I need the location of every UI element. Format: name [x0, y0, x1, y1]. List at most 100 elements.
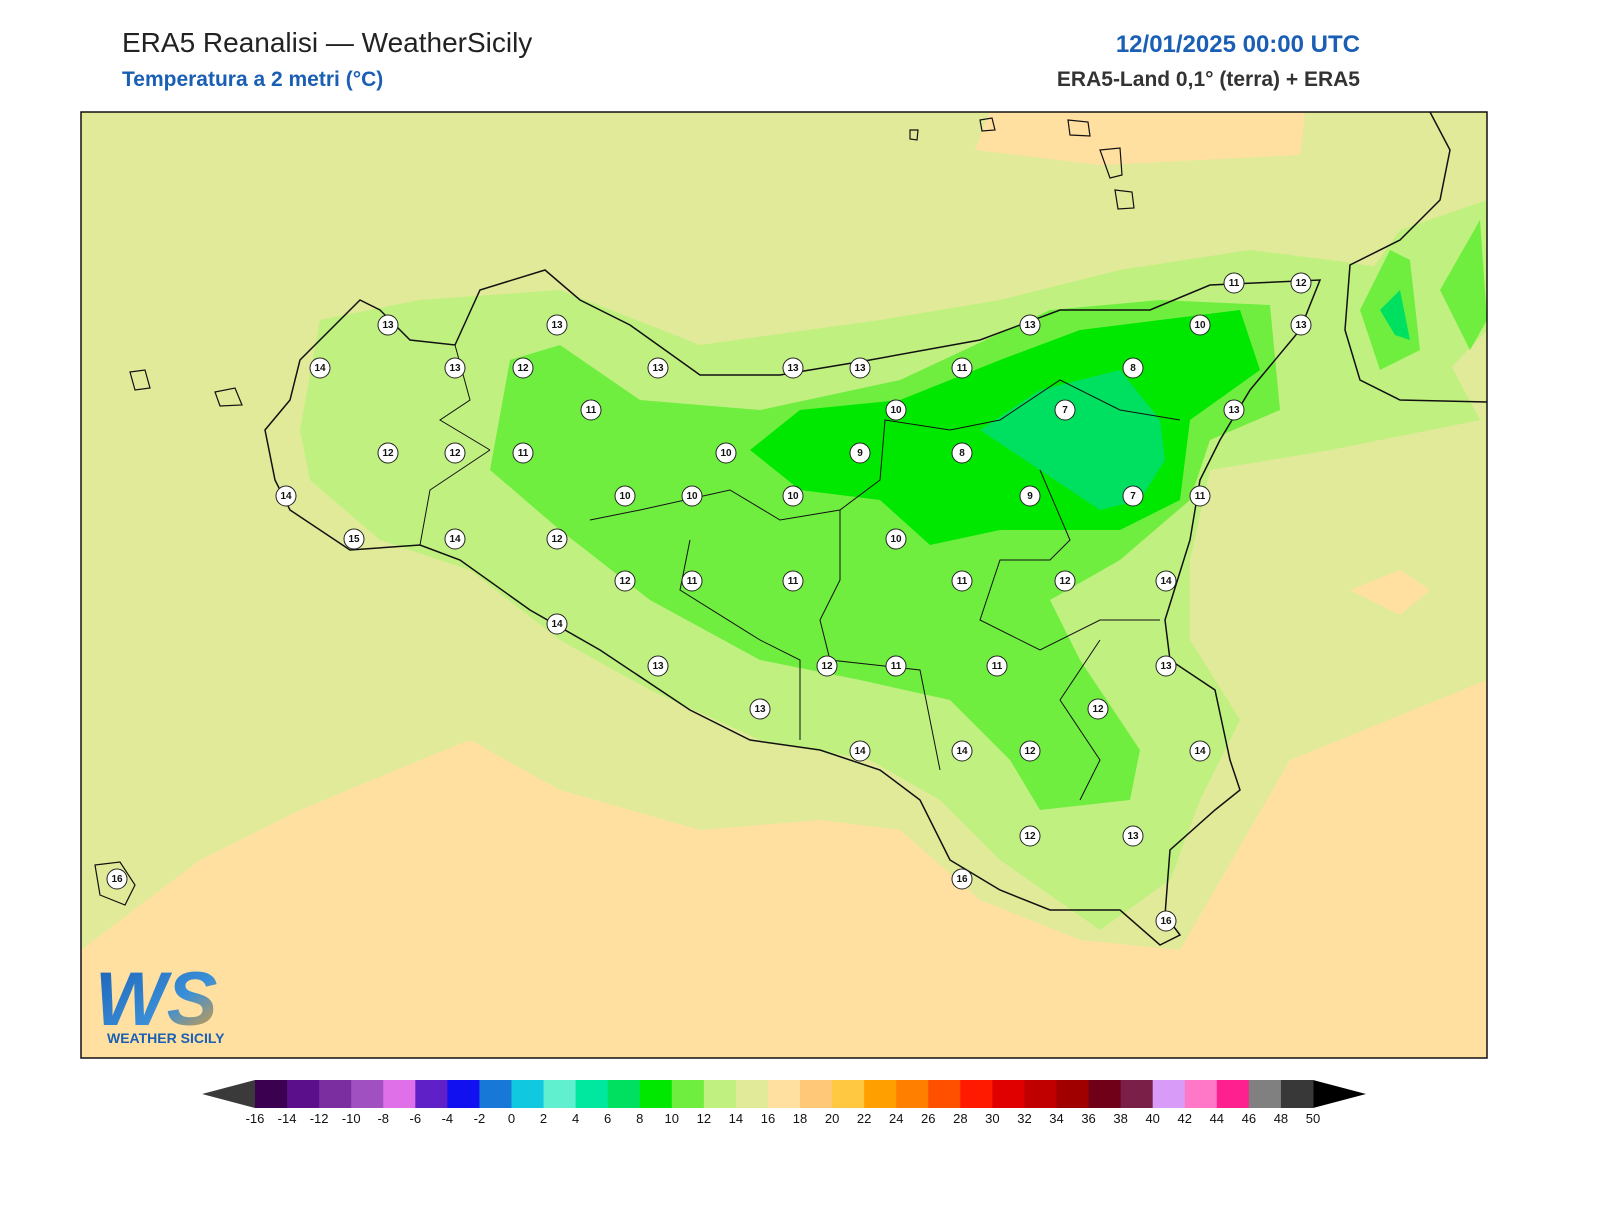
station: 12 [546, 528, 568, 550]
station-marker [1122, 825, 1144, 847]
station-marker [681, 485, 703, 507]
station-marker [309, 357, 331, 379]
station-marker [1290, 314, 1312, 336]
colorbar-segment [703, 1080, 737, 1108]
station-value: 8 [1130, 363, 1136, 374]
station-marker [580, 399, 602, 421]
station-value: 14 [280, 491, 292, 502]
station-value: 13 [652, 661, 664, 672]
station: 13 [1290, 314, 1312, 336]
colorbar-segment [415, 1080, 448, 1108]
station-value: 10 [890, 534, 902, 545]
station-marker [444, 528, 466, 550]
coastline [1344, 112, 1487, 403]
station-value: 13 [1160, 661, 1172, 672]
colorbar-segment [607, 1080, 641, 1108]
station-value: 13 [382, 320, 394, 331]
colorbar-segment [896, 1080, 929, 1108]
colorbar-segment [992, 1080, 1025, 1108]
station-value: 12 [517, 363, 529, 374]
station: 11 [1189, 485, 1211, 507]
station-marker [816, 655, 838, 677]
station: 13 [1155, 655, 1177, 677]
station-marker [1290, 272, 1312, 294]
station-marker [1189, 485, 1211, 507]
station-value: 12 [1059, 576, 1071, 587]
colorbar-segment [671, 1080, 705, 1108]
station-value: 13 [1127, 831, 1139, 842]
station: 13 [1223, 399, 1245, 421]
station-marker [951, 740, 973, 762]
colorbar-tick-label: 34 [1049, 1111, 1063, 1126]
station-value: 12 [551, 534, 563, 545]
station-marker [614, 485, 636, 507]
station-marker [885, 399, 907, 421]
station-marker [681, 570, 703, 592]
station-value: 10 [890, 405, 902, 416]
logo-text: WEATHER SICILY [107, 1030, 225, 1046]
station: 16 [1155, 910, 1177, 932]
colorbar-tick-label: 0 [508, 1111, 515, 1126]
station: 7 [1122, 485, 1144, 507]
station-marker [343, 528, 365, 550]
station: 14 [546, 613, 568, 635]
station-marker [1223, 272, 1245, 294]
station: 12 [1019, 825, 1041, 847]
station-marker [647, 655, 669, 677]
colorbar-tick-label: 38 [1113, 1111, 1127, 1126]
station-value: 11 [687, 576, 698, 587]
station-value: 14 [956, 746, 968, 757]
colorbar-tick-label: 6 [604, 1111, 611, 1126]
colorbar-tick-label: -4 [442, 1111, 454, 1126]
station: 13 [1019, 314, 1041, 336]
station: 12 [1054, 570, 1076, 592]
island [94, 117, 1135, 906]
station: 13 [1122, 825, 1144, 847]
station-marker [512, 442, 534, 464]
station-value: 11 [957, 576, 968, 587]
source: ERA5-Land 0,1° (terra) + ERA5 [1057, 68, 1360, 91]
station-value: 11 [992, 661, 1003, 672]
station-value: 13 [1024, 320, 1036, 331]
station-marker [1122, 357, 1144, 379]
station-value: 9 [1027, 491, 1033, 502]
colorbar-segment [319, 1080, 352, 1108]
station-marker [614, 570, 636, 592]
station-marker [1155, 570, 1177, 592]
station-value: 9 [857, 448, 863, 459]
station: 13 [444, 357, 466, 379]
station-value: 14 [1160, 576, 1172, 587]
station-marker [986, 655, 1008, 677]
colorbar-tick-label: 26 [921, 1111, 935, 1126]
colorbar-tick-label: 28 [953, 1111, 967, 1126]
station-marker [951, 442, 973, 464]
station-marker [1155, 910, 1177, 932]
station-value: 12 [619, 576, 631, 587]
station-marker [782, 485, 804, 507]
colorbar-segment [1152, 1080, 1186, 1108]
colorbar-segment [447, 1080, 480, 1108]
station-value: 13 [754, 704, 766, 715]
colorbar-tick-label: -8 [377, 1111, 389, 1126]
station-marker [749, 698, 771, 720]
station-marker [647, 357, 669, 379]
station-value: 12 [382, 448, 394, 459]
colorbar-segment [511, 1080, 545, 1108]
station: 14 [444, 528, 466, 550]
colorbar-tick-label: 20 [825, 1111, 839, 1126]
station: 11 [512, 442, 534, 464]
station-marker [782, 357, 804, 379]
station-value: 13 [787, 363, 799, 374]
station: 14 [849, 740, 871, 762]
station: 11 [580, 399, 602, 421]
logo: WS WEATHER SICILY [95, 957, 225, 1046]
colorbar-segment [1120, 1080, 1154, 1108]
colorbar-tick-label: 8 [636, 1111, 643, 1126]
station-value: 13 [551, 320, 563, 331]
colorbar-segment [960, 1080, 993, 1108]
colorbar-tick-label: 10 [665, 1111, 679, 1126]
station-value: 7 [1130, 491, 1136, 502]
contour-12 [1360, 220, 1487, 370]
station-marker [1189, 740, 1211, 762]
station: 14 [951, 740, 973, 762]
